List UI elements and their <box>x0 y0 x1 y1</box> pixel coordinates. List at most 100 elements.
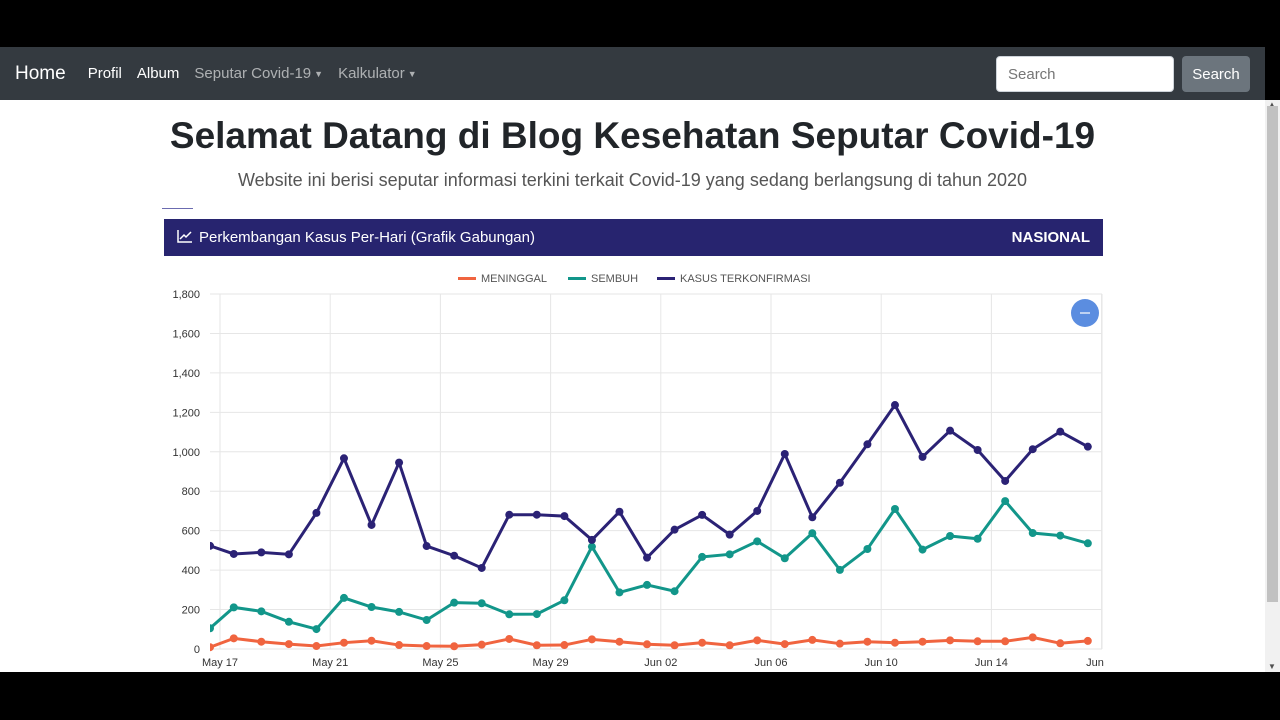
data-point[interactable] <box>973 446 982 455</box>
scrollbar-thumb[interactable] <box>1267 106 1278 602</box>
data-point[interactable] <box>946 636 955 645</box>
data-point[interactable] <box>918 452 927 461</box>
data-point[interactable] <box>560 641 569 650</box>
data-point[interactable] <box>312 625 321 634</box>
data-point[interactable] <box>450 642 459 651</box>
data-point[interactable] <box>560 596 569 605</box>
data-point[interactable] <box>229 634 238 643</box>
data-point[interactable] <box>422 642 431 651</box>
data-point[interactable] <box>284 640 293 649</box>
data-point[interactable] <box>532 641 541 650</box>
data-point[interactable] <box>946 531 955 540</box>
data-point[interactable] <box>670 587 679 596</box>
data-point[interactable] <box>395 641 404 650</box>
data-point[interactable] <box>229 549 238 558</box>
data-point[interactable] <box>505 634 514 643</box>
data-point[interactable] <box>670 525 679 534</box>
data-point[interactable] <box>422 542 431 551</box>
scroll-down-icon[interactable]: ▼ <box>1268 662 1276 671</box>
data-point[interactable] <box>1056 639 1065 648</box>
data-point[interactable] <box>698 510 707 519</box>
data-point[interactable] <box>946 426 955 435</box>
search-button[interactable]: Search <box>1182 56 1250 92</box>
data-point[interactable] <box>780 640 789 649</box>
data-point[interactable] <box>532 510 541 519</box>
data-point[interactable] <box>284 550 293 559</box>
data-point[interactable] <box>1001 637 1010 646</box>
nav-dropdown-kalkulator[interactable]: Kalkulator ▼ <box>338 65 417 82</box>
data-point[interactable] <box>890 401 899 410</box>
data-point[interactable] <box>1056 427 1065 436</box>
data-point[interactable] <box>206 541 214 550</box>
data-point[interactable] <box>1028 445 1037 454</box>
scrollbar[interactable]: ▲ ▼ <box>1265 100 1280 672</box>
data-point[interactable] <box>450 551 459 560</box>
data-point[interactable] <box>395 607 404 616</box>
data-point[interactable] <box>339 454 348 463</box>
data-point[interactable] <box>918 637 927 646</box>
data-point[interactable] <box>835 565 844 574</box>
data-point[interactable] <box>643 580 652 589</box>
data-point[interactable] <box>643 553 652 562</box>
data-point[interactable] <box>890 504 899 513</box>
data-point[interactable] <box>1083 636 1092 645</box>
data-point[interactable] <box>505 610 514 619</box>
data-point[interactable] <box>670 641 679 650</box>
data-point[interactable] <box>753 506 762 515</box>
nav-album[interactable]: Album <box>136 65 180 82</box>
data-point[interactable] <box>206 643 214 652</box>
data-point[interactable] <box>615 637 624 646</box>
scroll-up-icon[interactable]: ▲ <box>1268 100 1276 109</box>
data-point[interactable] <box>312 508 321 517</box>
data-point[interactable] <box>1001 497 1010 506</box>
data-point[interactable] <box>395 458 404 467</box>
data-point[interactable] <box>477 563 486 572</box>
data-point[interactable] <box>808 529 817 538</box>
nav-profil[interactable]: Profil <box>87 65 122 82</box>
data-point[interactable] <box>257 607 266 616</box>
data-point[interactable] <box>532 610 541 619</box>
nav-dropdown-covid[interactable]: Seputar Covid-19 ▼ <box>194 65 323 82</box>
nav-home[interactable]: Home <box>15 62 66 84</box>
data-point[interactable] <box>643 640 652 649</box>
data-point[interactable] <box>477 640 486 649</box>
data-point[interactable] <box>367 520 376 529</box>
data-point[interactable] <box>206 624 214 633</box>
data-point[interactable] <box>587 635 596 644</box>
data-point[interactable] <box>973 637 982 646</box>
data-point[interactable] <box>780 554 789 563</box>
data-point[interactable] <box>505 510 514 519</box>
data-point[interactable] <box>753 636 762 645</box>
data-point[interactable] <box>863 545 872 554</box>
data-point[interactable] <box>587 542 596 551</box>
data-point[interactable] <box>863 637 872 646</box>
data-point[interactable] <box>422 616 431 625</box>
data-point[interactable] <box>725 530 734 539</box>
data-point[interactable] <box>1001 476 1010 485</box>
data-point[interactable] <box>615 507 624 516</box>
data-point[interactable] <box>1028 633 1037 642</box>
data-point[interactable] <box>725 641 734 650</box>
data-point[interactable] <box>1083 442 1092 451</box>
data-point[interactable] <box>698 552 707 561</box>
data-point[interactable] <box>339 638 348 647</box>
search-input[interactable] <box>996 56 1174 92</box>
data-point[interactable] <box>615 588 624 597</box>
data-point[interactable] <box>560 512 569 521</box>
data-point[interactable] <box>367 636 376 645</box>
data-point[interactable] <box>753 537 762 546</box>
data-point[interactable] <box>257 637 266 646</box>
data-point[interactable] <box>587 535 596 544</box>
data-point[interactable] <box>890 638 899 647</box>
data-point[interactable] <box>808 635 817 644</box>
data-point[interactable] <box>477 599 486 608</box>
data-point[interactable] <box>229 603 238 612</box>
data-point[interactable] <box>1028 529 1037 538</box>
data-point[interactable] <box>339 593 348 602</box>
data-point[interactable] <box>863 440 872 449</box>
data-point[interactable] <box>835 639 844 648</box>
data-point[interactable] <box>808 513 817 522</box>
data-point[interactable] <box>918 545 927 554</box>
data-point[interactable] <box>312 642 321 651</box>
data-point[interactable] <box>450 598 459 607</box>
